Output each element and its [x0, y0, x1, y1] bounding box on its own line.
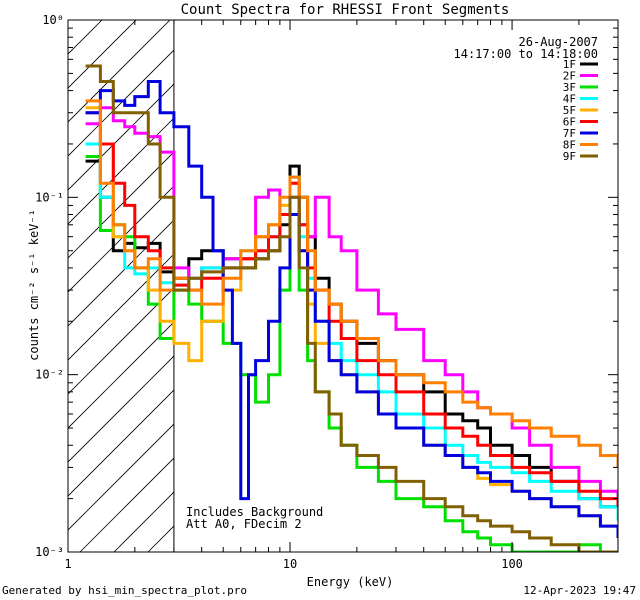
hatch-line: [68, 219, 174, 327]
y-tick-label: 10⁰: [42, 13, 64, 27]
series-9F: [85, 64, 618, 552]
x-axis-label: Energy (keV): [307, 575, 394, 589]
hatch-line: [68, 185, 174, 293]
plot-frame: [67, 19, 619, 553]
series-group: [85, 64, 618, 552]
legend-label-7F: 7F: [563, 127, 576, 140]
axis-ticks: 1 10 100 10⁻³ 10⁻² 10⁻¹ 10⁰: [35, 13, 619, 571]
legend-label-9F: 9F: [563, 150, 576, 163]
time-range-label: 14:17:00 to 14:18:00: [454, 47, 599, 61]
chart-title: Count Spectra for RHESSI Front Segments: [181, 2, 510, 18]
x-tick-label: 100: [501, 557, 523, 571]
annotation-attenuator: Att A0, FDecim 2: [186, 517, 302, 531]
legend-label-4F: 4F: [563, 93, 576, 106]
below-threshold-hatch: [68, 20, 174, 552]
hatch-line: [68, 20, 171, 123]
hatch-line: [68, 20, 103, 55]
x-tick-label: 1: [64, 557, 71, 571]
legend-label-1F: 1F: [563, 58, 576, 71]
footer-timestamp: 12-Apr-2023 19:47: [523, 584, 636, 597]
date-label: 26-Aug-2007: [519, 35, 598, 49]
hatch-line: [68, 389, 174, 497]
hatch-line: [68, 151, 174, 259]
y-tick-label: 10⁻¹: [35, 190, 64, 204]
series-8F: [85, 99, 618, 468]
hatch-line: [68, 355, 174, 463]
legend-label-8F: 8F: [563, 139, 576, 152]
legend-label-2F: 2F: [563, 70, 576, 83]
legend-label-3F: 3F: [563, 81, 576, 94]
y-tick-label: 10⁻²: [35, 368, 64, 382]
hatch-line: [68, 423, 174, 531]
hatch-line: [68, 49, 174, 157]
legend-label-5F: 5F: [563, 104, 576, 117]
hatch-line: [68, 20, 137, 89]
annotation-background: Includes Background: [186, 505, 323, 519]
y-tick-label: 10⁻³: [35, 545, 64, 559]
series-3F: [85, 155, 618, 552]
footer-generator: Generated by hsi_min_spectra_plot.pro: [2, 584, 247, 597]
y-axis-label: counts cm⁻² s⁻¹ keV⁻¹: [27, 209, 41, 361]
x-tick-label: 10: [283, 557, 297, 571]
legend-label-6F: 6F: [563, 116, 576, 129]
